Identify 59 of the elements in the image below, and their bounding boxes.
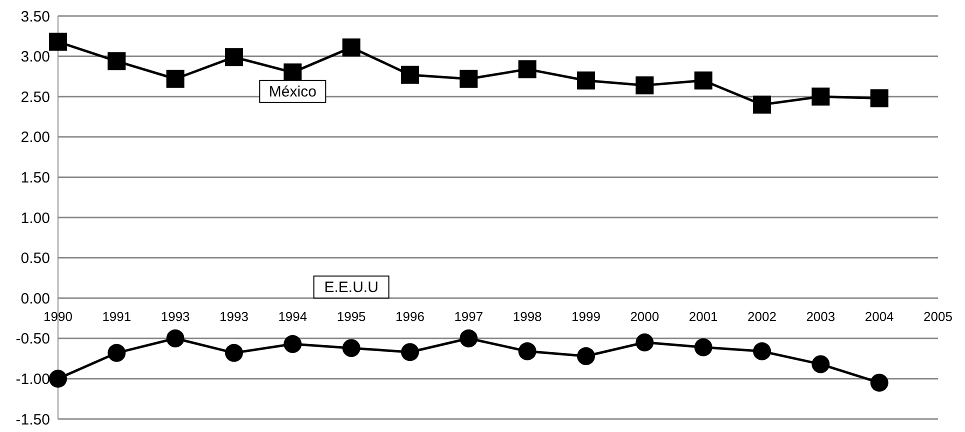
- point: [812, 355, 830, 374]
- point: [636, 333, 654, 352]
- point: [460, 329, 478, 348]
- y-tick-label: 0.50: [20, 250, 50, 268]
- x-tick-label: 1998: [512, 308, 542, 324]
- point: [636, 76, 654, 94]
- y-tick-label: 3.00: [20, 48, 50, 66]
- x-tick-label: 1991: [102, 308, 132, 324]
- point: [518, 342, 536, 360]
- point: [577, 71, 595, 90]
- point: [518, 60, 536, 78]
- point: [342, 38, 360, 56]
- point: [694, 71, 712, 90]
- y-tick-label: -1.00: [16, 371, 50, 388]
- x-tick-label: 1996: [396, 308, 424, 324]
- x-tick-label: 2005: [924, 308, 952, 324]
- point: [166, 329, 184, 348]
- point: [49, 370, 67, 388]
- x-tick-label: 2000: [630, 308, 660, 324]
- y-tick-label: -0.50: [16, 330, 50, 348]
- x-tick-label: 1993: [160, 308, 190, 324]
- point: [284, 63, 302, 82]
- y-tick-label: 2.00: [20, 129, 50, 146]
- y-tick-label: -1.50: [16, 411, 50, 428]
- point: [812, 88, 830, 106]
- y-tick-label: 3.50: [20, 8, 50, 26]
- point: [753, 342, 771, 360]
- point: [225, 344, 243, 362]
- point: [108, 344, 126, 362]
- x-tick-label: 2002: [748, 308, 776, 324]
- point: [870, 374, 888, 392]
- y-tick-label: 0.00: [20, 290, 50, 308]
- point: [753, 96, 771, 114]
- x-tick-label: 2001: [688, 308, 718, 324]
- point: [225, 48, 243, 66]
- point: [108, 52, 126, 70]
- point: [870, 89, 888, 108]
- point: [49, 32, 67, 51]
- point: [401, 66, 419, 84]
- x-tick-label: 1994: [278, 308, 308, 324]
- series-label: México: [268, 83, 316, 100]
- y-tick-label: 1.00: [20, 210, 50, 227]
- x-tick-label: 2004: [864, 308, 894, 324]
- point: [694, 338, 712, 356]
- x-tick-label: 1990: [44, 308, 72, 324]
- point: [166, 70, 184, 88]
- point: [284, 335, 302, 354]
- x-tick-label: 1997: [454, 308, 484, 324]
- point: [342, 339, 360, 358]
- point: [460, 70, 478, 88]
- text: E.E.U.U: [324, 279, 378, 296]
- point: [401, 343, 419, 362]
- x-tick-label: 1993: [220, 308, 248, 324]
- x-tick-label: 1999: [572, 308, 600, 324]
- y-tick-label: 1.50: [20, 170, 50, 187]
- point: [577, 347, 595, 366]
- y-tick-label: 2.50: [20, 88, 50, 106]
- x-tick-label: 2003: [806, 308, 836, 324]
- x-tick-label: 1995: [336, 308, 366, 324]
